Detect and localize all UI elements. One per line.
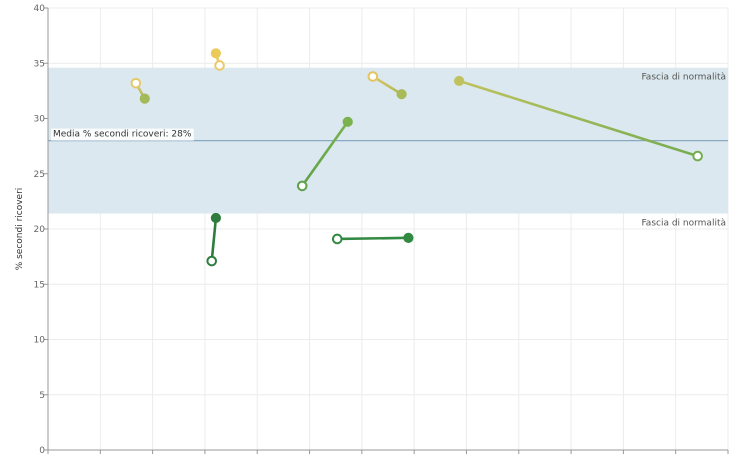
series-pair — [206, 212, 222, 267]
start-point-hollow — [367, 71, 379, 82]
y-tick-label: 30 — [34, 115, 46, 125]
band-lower-label: Fascia di normalità — [641, 219, 726, 229]
end-point-filled — [342, 116, 353, 127]
connector-line — [457, 79, 699, 158]
end-point-filled — [396, 89, 407, 100]
connector-line — [210, 216, 218, 263]
y-tick-label: 25 — [34, 170, 45, 180]
start-point-hollow — [692, 150, 703, 162]
y-tick-label: 5 — [39, 391, 45, 401]
end-point-filled — [210, 48, 222, 59]
end-point-filled — [139, 93, 150, 104]
reference-line-label: Media % secondi ricoveri: 28% — [53, 130, 192, 140]
y-axis: 0 5 10 15 20 25 30 35 40 — [34, 4, 49, 454]
y-axis-title: % secondi ricoveri — [15, 188, 25, 271]
y-tick-label: 20 — [34, 225, 46, 235]
series-pair — [296, 116, 353, 192]
connector-line — [335, 236, 410, 241]
y-tick-label: 10 — [34, 336, 46, 346]
end-point-filled — [454, 75, 465, 87]
start-point-hollow — [206, 255, 218, 267]
connector-line — [371, 75, 403, 96]
start-point-hollow — [296, 180, 308, 192]
end-point-filled — [403, 232, 414, 243]
end-point-filled — [210, 212, 222, 224]
connector-line — [300, 120, 350, 188]
series-pair — [210, 48, 225, 71]
series-pair — [454, 75, 703, 162]
band-upper-label: Fascia di normalità — [641, 73, 726, 83]
x-axis — [47, 449, 729, 454]
y-tick-label: 0 — [39, 446, 45, 454]
y-tick-label: 15 — [34, 280, 45, 290]
series-pair — [130, 77, 150, 104]
start-point-hollow — [331, 233, 343, 245]
start-point-hollow — [130, 77, 142, 89]
reference-label-background — [51, 128, 194, 141]
y-tick-label: 35 — [34, 59, 45, 69]
y-tick-label: 40 — [34, 4, 46, 14]
series-layer — [130, 48, 703, 267]
start-point-hollow — [214, 60, 225, 71]
series-pair — [331, 232, 414, 245]
series-pair — [367, 71, 407, 100]
